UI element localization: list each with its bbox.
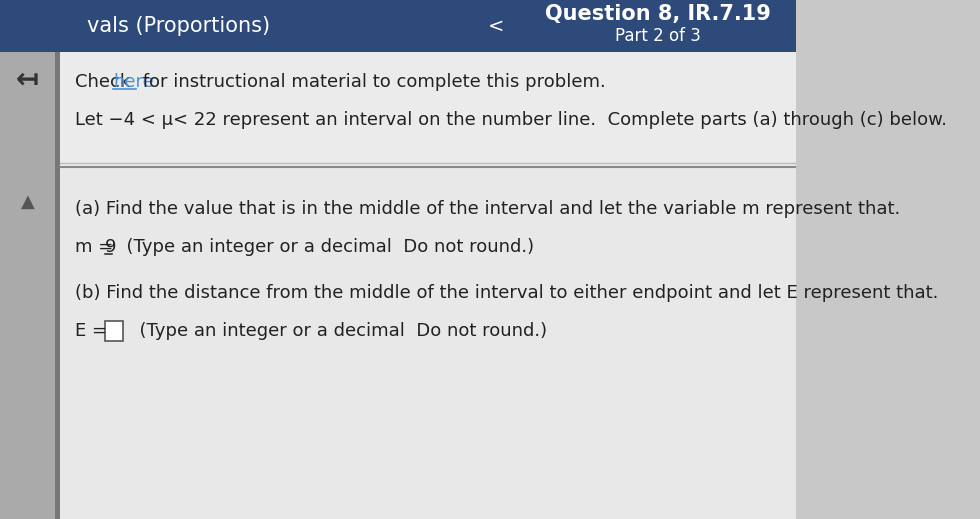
Bar [0, 52, 55, 519]
Text: ↤: ↤ [16, 66, 39, 94]
Text: ▲: ▲ [21, 193, 34, 211]
Bar [60, 167, 796, 519]
Text: (b) Find the distance from the middle of the interval to either endpoint and let: (b) Find the distance from the middle of… [74, 284, 938, 302]
Text: vals (Proportions): vals (Proportions) [87, 16, 270, 36]
Text: here: here [113, 73, 154, 91]
Bar [0, 0, 796, 52]
Text: 9: 9 [105, 238, 117, 256]
Text: E =: E = [74, 322, 113, 340]
Text: (a) Find the value that is in the middle of the interval and let the variable m : (a) Find the value that is in the middle… [74, 200, 900, 218]
Text: Part 2 of 3: Part 2 of 3 [615, 27, 701, 45]
Bar [55, 52, 60, 519]
Bar [60, 52, 796, 167]
Text: Check: Check [74, 73, 136, 91]
Text: Let −4 < μ< 22 represent an interval on the number line.  Complete parts (a) thr: Let −4 < μ< 22 represent an interval on … [74, 111, 947, 129]
Text: (Type an integer or a decimal  Do not round.): (Type an integer or a decimal Do not rou… [127, 322, 547, 340]
Text: m =: m = [74, 238, 119, 256]
Text: for instructional material to complete this problem.: for instructional material to complete t… [137, 73, 606, 91]
Bar [105, 321, 122, 341]
Bar [60, 52, 796, 519]
Text: (Type an integer or a decimal  Do not round.): (Type an integer or a decimal Do not rou… [115, 238, 534, 256]
Text: <: < [487, 17, 504, 35]
Text: Question 8, IR.7.19: Question 8, IR.7.19 [545, 4, 771, 24]
